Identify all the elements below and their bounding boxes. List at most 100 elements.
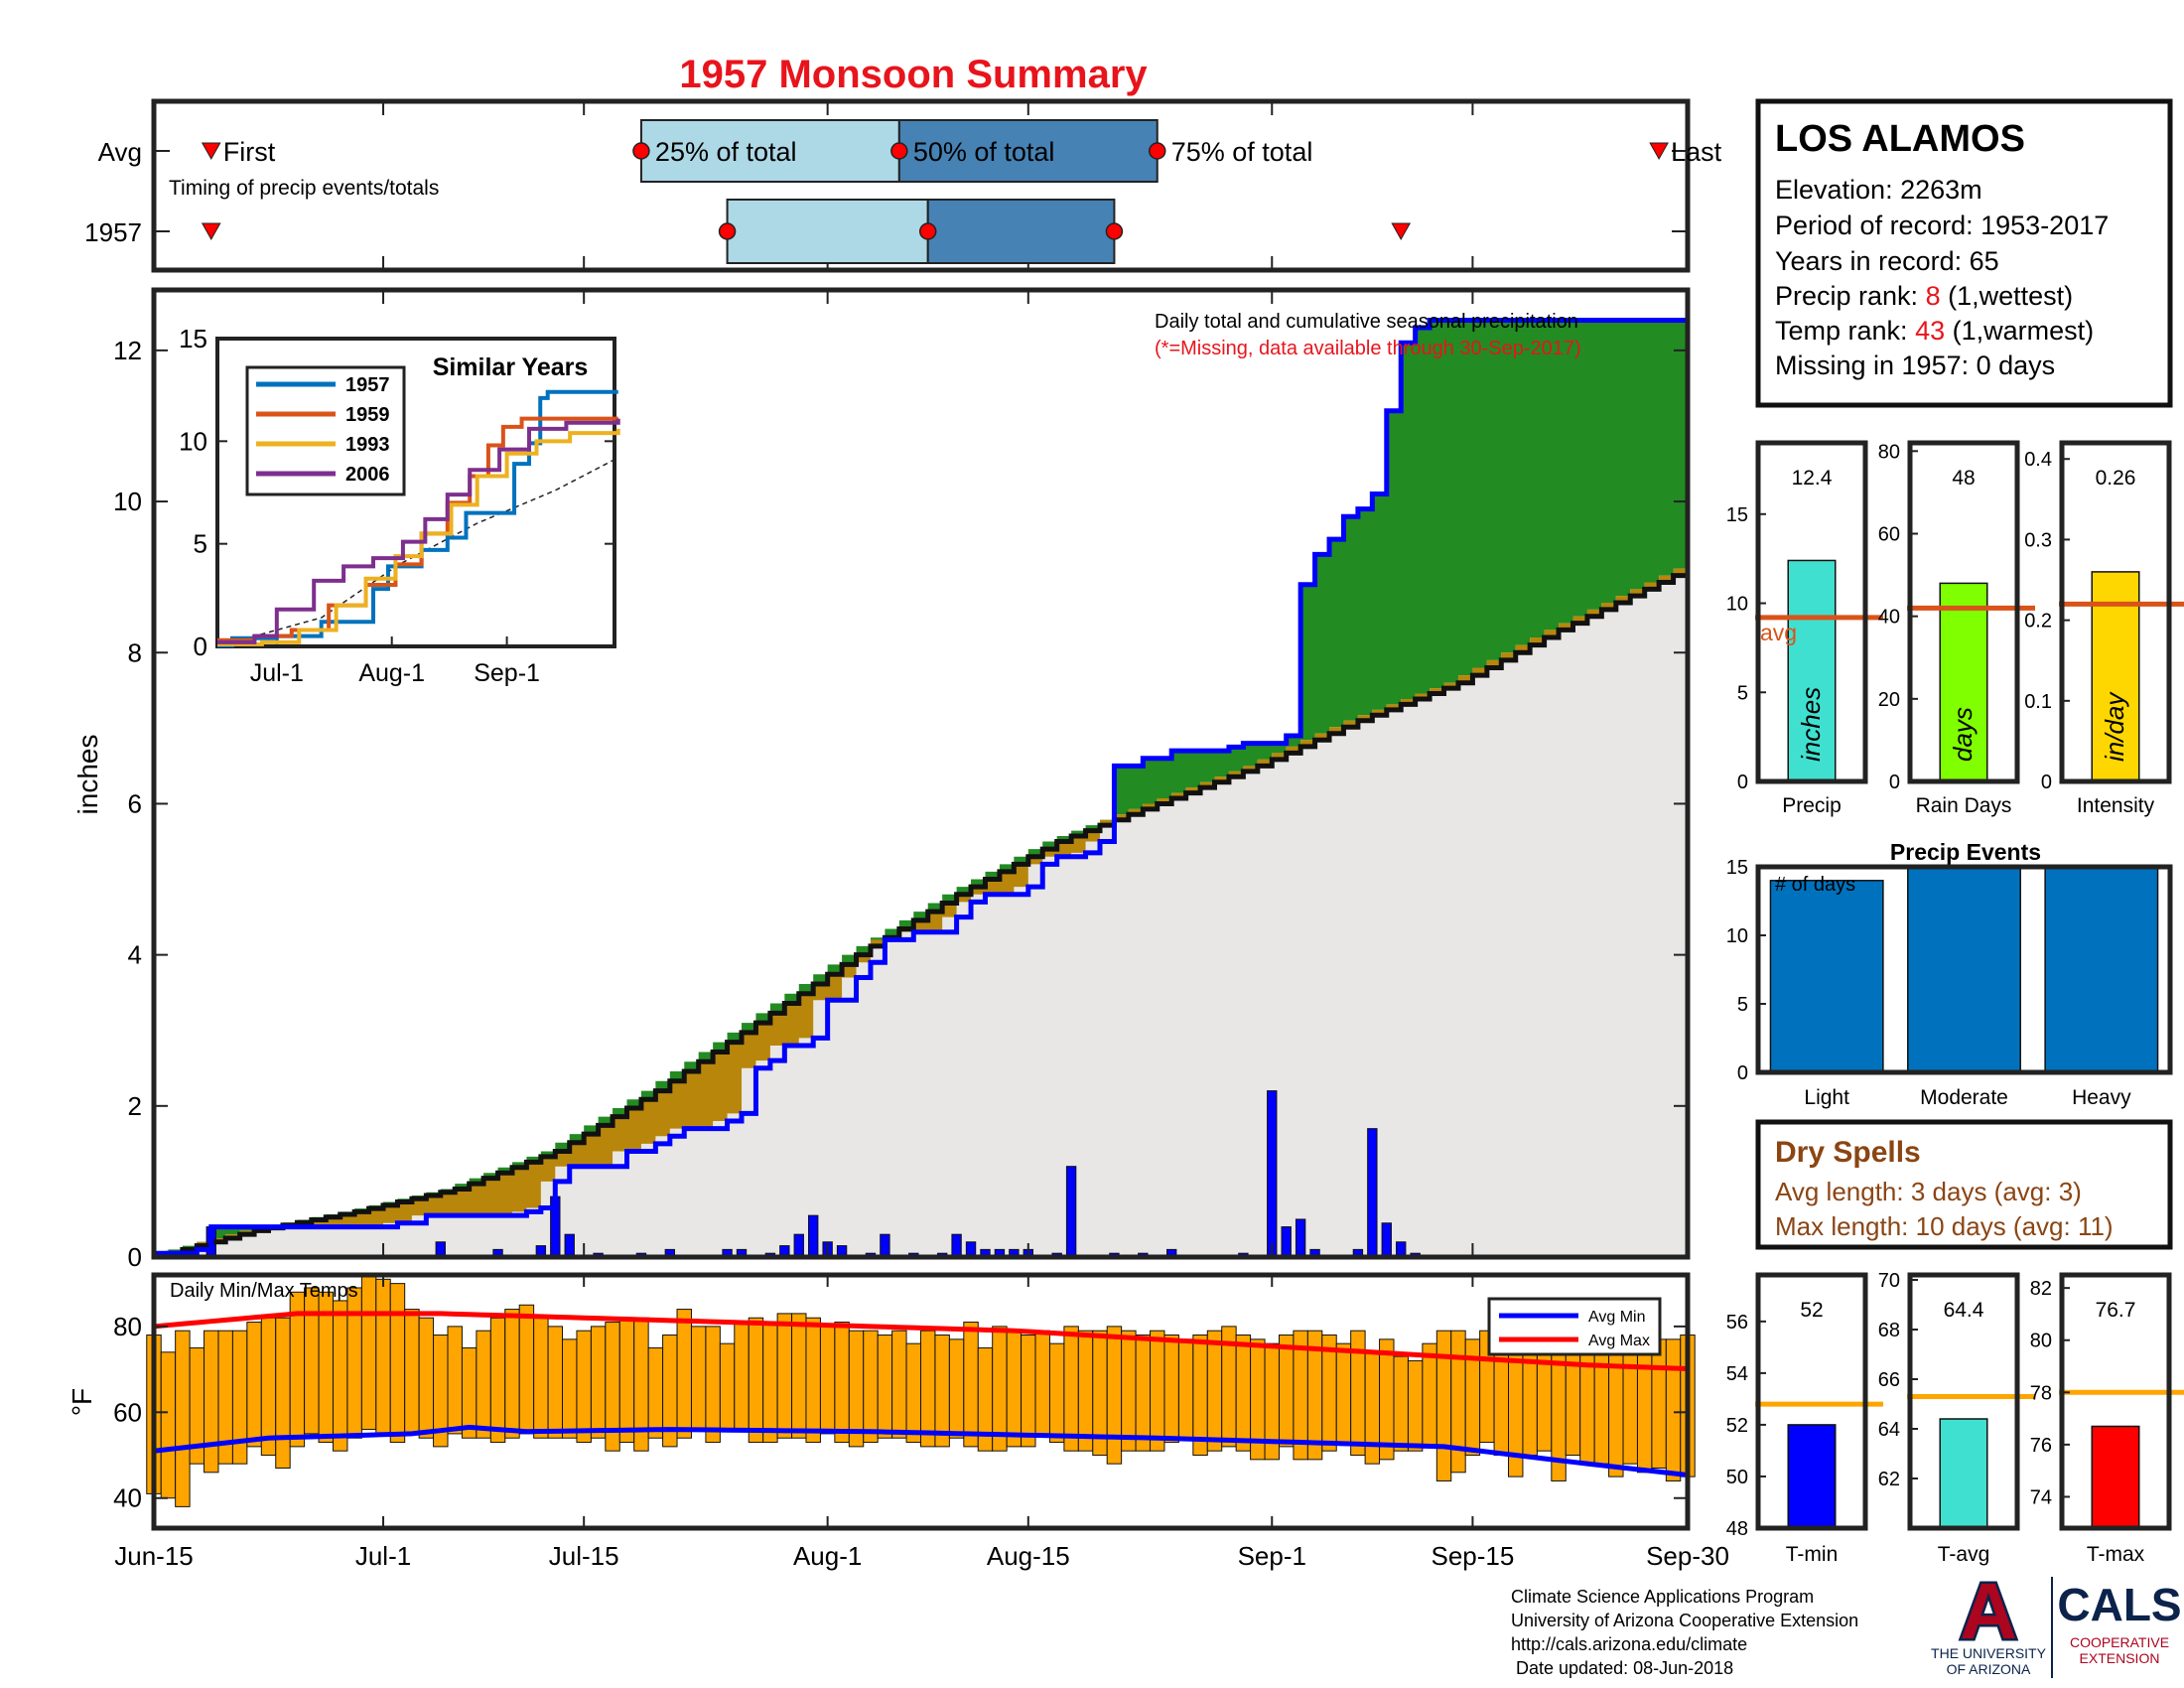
elevation-label: Elevation:	[1775, 175, 1893, 205]
precip-summary-tick-label: 40	[1878, 607, 1900, 629]
footer-url[interactable]: http://cals.arizona.edu/climate	[1511, 1634, 1747, 1654]
precip-summary-tick-label: 0	[2041, 772, 2052, 793]
daily-temp-bar	[533, 1317, 549, 1439]
date-tick-label: Jul-1	[355, 1541, 411, 1571]
inset-legend-label: 2006	[345, 464, 390, 486]
temp-summary-panel-0: 48 50 52 54 56 52 T-min	[1726, 1272, 1883, 1566]
first-label: First	[223, 137, 276, 167]
daily-temp-bar	[776, 1313, 793, 1439]
temp-summary-panel-2: 74 76 78 80 82 76.7 T-max	[2030, 1272, 2184, 1566]
daily-temp-bar	[1177, 1338, 1194, 1439]
event-category-label: Light	[1804, 1086, 1849, 1109]
temp-summary-tick-label: 78	[2030, 1382, 2052, 1404]
temp-rank: Temp rank: 43 (1,warmest)	[1775, 316, 2094, 346]
daily-temp-bar	[1077, 1330, 1094, 1452]
avg-box-50-75	[897, 119, 1159, 183]
avg-p50-marker	[890, 142, 908, 160]
daily-temp-bar	[1135, 1335, 1152, 1452]
daily-temp-bar	[175, 1330, 191, 1507]
daily-temp-bar	[504, 1309, 520, 1439]
precip-axes: 0 2 4 6 8 10 12	[113, 290, 1689, 1272]
daily-temp-bar	[719, 1342, 736, 1431]
daily-precip-bar	[808, 1214, 819, 1258]
ytick-label: 12	[113, 336, 142, 365]
precip-summary-panel-2: 0 0.1 0.2 0.3 0.4 0.26 Intensity in/day	[2024, 440, 2184, 817]
precip-summary-tick-label: 0.3	[2024, 529, 2052, 551]
event-tick-label: 0	[1737, 1062, 1748, 1084]
above-avg-area	[154, 320, 1688, 1257]
temp-summary-tick-label: 68	[1878, 1320, 1900, 1341]
daily-temp-bar	[1121, 1330, 1137, 1452]
temp-legend: Avg Min Avg Max	[1487, 1297, 1662, 1356]
temp-summary-tick-label: 52	[1726, 1415, 1748, 1437]
precip-summary-unit-label: in/day	[2100, 691, 2129, 762]
daily-temp-bar	[576, 1330, 592, 1444]
elevation-value: 2263m	[1900, 175, 1982, 205]
footer-credits: Climate Science Applications Program Uni…	[1511, 1587, 1858, 1678]
period-of-record: Period of record: 1953-2017	[1775, 211, 2109, 240]
precip-summary-panel-frame	[1755, 440, 1868, 784]
precip-plot-frame	[151, 287, 1691, 1260]
precip-summary-unit-label: inches	[1796, 687, 1826, 762]
daily-temp-bar	[791, 1313, 807, 1439]
temp-summary-panel-frame	[1755, 1272, 1868, 1531]
precip-summary-panel-1: 0 20 40 60 80 48 Rain Days days	[1878, 440, 2035, 817]
daily-temp-bar	[160, 1351, 177, 1499]
ua-name-line2: OF ARIZONA	[1947, 1661, 2031, 1677]
avg-p25-marker	[632, 142, 650, 160]
inset-title: Similar Years	[433, 353, 589, 381]
dry-spells: Dry Spells Avg length: 3 days (avg: 3) M…	[1755, 1119, 2173, 1250]
daily-temp-bar	[375, 1278, 391, 1435]
precip-summary-tick-label: 80	[1878, 441, 1900, 463]
daily-temp-bar	[1665, 1338, 1682, 1481]
precip-summary-panel-frame	[2059, 440, 2172, 784]
avg-last-marker	[1649, 142, 1669, 161]
daily-temp-bar	[562, 1338, 578, 1439]
daily-temp-bar	[647, 1346, 664, 1439]
precip-summary-panel-frame	[1907, 440, 2020, 784]
precip-summary-bar	[1787, 559, 1837, 782]
temp-chart: 40 60 80 Daily Min/Max Temps °F Avg Min Av…	[67, 1272, 1729, 1571]
daily-temp-bar	[260, 1317, 277, 1457]
precip-summary-tick-label: 0.4	[2024, 449, 2052, 471]
dry-spells-title: Dry Spells	[1775, 1136, 1921, 1169]
daily-temp-bar	[877, 1335, 893, 1439]
daily-temp-bar	[618, 1317, 635, 1444]
temp-ylabel: °F	[67, 1388, 97, 1416]
dry-spells-frame	[1755, 1119, 2173, 1250]
daily-temp-bar	[905, 1342, 921, 1444]
timing-caption: Timing of precip events/totals	[169, 177, 439, 200]
inset-ytick-label: 5	[194, 529, 207, 559]
daily-temp-bar	[1150, 1330, 1165, 1452]
precip-summary-tick-label: 0.2	[2024, 611, 2052, 633]
p75-label: 75% of total	[1171, 137, 1313, 167]
daily-temp-bar	[1048, 1342, 1065, 1444]
daily-temp-bar	[1021, 1335, 1036, 1448]
inset-ytick-label: 0	[194, 632, 207, 661]
precip-summary-tick-label: 0	[1889, 772, 1900, 793]
precip-chart-note: (*=Missing, data available through 30-Se…	[1155, 338, 1581, 359]
inset-legend-label: 1993	[345, 434, 390, 456]
last-label: Last	[1671, 137, 1722, 167]
daily-temp-bar	[734, 1322, 750, 1431]
daily-temp-bar	[418, 1317, 435, 1439]
daily-temp-bar	[1106, 1326, 1123, 1465]
footer-date: Date updated: 08-Jun-2018	[1511, 1658, 1733, 1678]
precip-chart: 0 2 4 6 8 10 12 inches Daily total and cumulat…	[72, 287, 1691, 1272]
avg-cumulative-line	[154, 568, 1691, 1260]
temp-summary-bar	[1787, 1424, 1837, 1529]
daily-temp-bar	[1034, 1330, 1050, 1435]
precip-summary-label: Rain Days	[1916, 794, 2012, 817]
daily-precip-bar	[1381, 1222, 1392, 1258]
date-tick-label: Sep-15	[1431, 1541, 1514, 1571]
temp-summary-tick-label: 50	[1726, 1467, 1748, 1488]
inset-axes: 0 5 10 15 Jul-1 Aug-1 Sep-1	[179, 324, 614, 687]
station-info: LOS ALAMOS Elevation: 2263m Period of re…	[1755, 98, 2173, 408]
legend-avg-max-label: Avg Max	[1588, 1333, 1650, 1349]
daily-temp-bar	[1493, 1338, 1510, 1457]
date-tick-label: Aug-15	[987, 1541, 1070, 1571]
daily-temp-bar	[1235, 1335, 1252, 1452]
daily-temp-bar	[304, 1287, 320, 1435]
avg-cumulative-area	[154, 568, 1688, 1257]
ytick-label: 6	[128, 788, 142, 818]
